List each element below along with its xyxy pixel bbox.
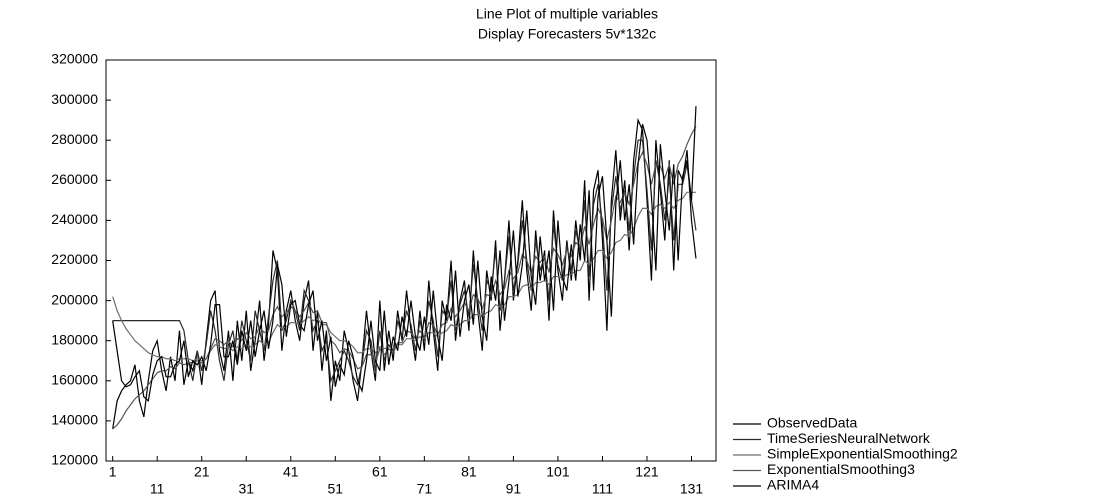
y-tick-label: 220000 <box>51 251 98 267</box>
chart-subtitle: Display Forecasters 5v*132c <box>478 26 656 42</box>
y-tick-label: 300000 <box>51 91 98 107</box>
x-tick-label: 1 <box>109 464 117 480</box>
series-line <box>112 106 697 403</box>
x-tick-label: 111 <box>592 481 613 496</box>
y-tick-label: 180000 <box>51 331 98 347</box>
plot-frame <box>105 59 717 462</box>
x-tick-label: 61 <box>372 464 388 480</box>
y-tick-label: 200000 <box>51 291 98 307</box>
x-tick-label: 31 <box>238 481 254 496</box>
x-tick-label: 71 <box>417 481 433 496</box>
legend-label: TimeSeriesNeuralNetwork <box>767 430 931 446</box>
legend-label: SimpleExponentialSmoothing2 <box>767 446 958 462</box>
x-tick-label: 81 <box>461 464 477 480</box>
x-tick-label: 101 <box>546 464 570 480</box>
y-tick-label: 240000 <box>51 211 98 227</box>
chart-title: Line Plot of multiple variables <box>476 6 658 22</box>
y-tick-label: 320000 <box>51 51 98 67</box>
y-tick-label: 140000 <box>51 412 98 428</box>
legend-label: ObservedData <box>767 415 857 431</box>
series-line <box>112 117 697 430</box>
x-tick-label: 51 <box>328 481 344 496</box>
x-tick-label: 131 <box>680 481 704 496</box>
legend-label: ARIMA4 <box>767 477 819 493</box>
x-tick-label: 121 <box>635 464 659 480</box>
legend-label: ExponentialSmoothing3 <box>767 461 915 477</box>
x-tick-label: 41 <box>283 464 299 480</box>
y-tick-label: 260000 <box>51 171 98 187</box>
y-tick-label: 120000 <box>51 452 98 468</box>
y-tick-label: 280000 <box>51 131 98 147</box>
x-tick-label: 21 <box>194 464 210 480</box>
x-tick-label: 91 <box>506 481 522 496</box>
y-tick-label: 160000 <box>51 372 98 388</box>
x-tick-label: 11 <box>150 481 165 496</box>
